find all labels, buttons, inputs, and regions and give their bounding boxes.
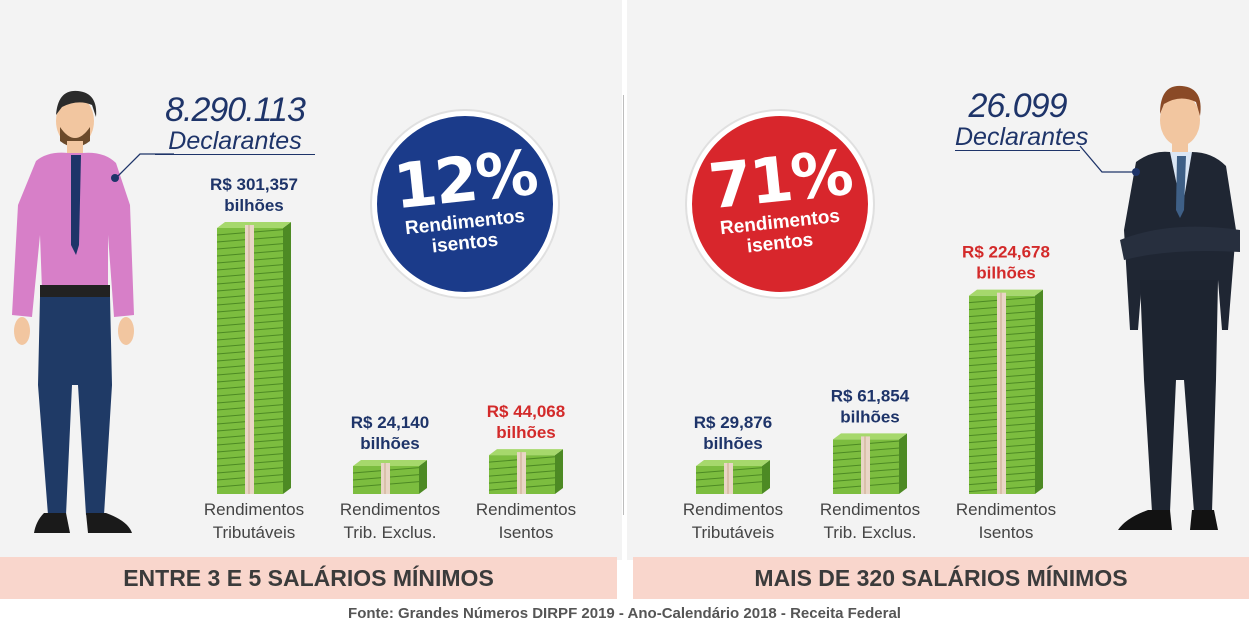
right-value-label-1-2: bilhões <box>703 434 763 453</box>
left-money-stack-2 <box>352 460 428 494</box>
man-pink-shirt-icon <box>12 90 134 533</box>
right-money-stack-1 <box>695 460 771 494</box>
man-dark-suit-icon <box>1118 85 1240 530</box>
right-declarants: 26.099 Declarantes <box>955 87 1089 151</box>
left-category-label-1-1: Rendimentos <box>204 500 304 519</box>
right-value-label-2-2: bilhões <box>840 407 900 426</box>
left-category-label-1-2: Tributáveis <box>213 523 296 542</box>
right-category-label-3-1: Rendimentos <box>956 500 1056 519</box>
left-income-range-band: ENTRE 3 E 5 SALÁRIOS MÍNIMOS <box>0 557 617 599</box>
income-money-stack-chart: R$ 301,357 bilhões Rendimentos Tributáveis R… <box>204 175 1056 542</box>
left-value-label-1-1: R$ 301,357 <box>210 175 298 194</box>
right-category-label-2-1: Rendimentos <box>820 500 920 519</box>
right-money-stack-2 <box>832 433 908 494</box>
right-category-label-1-1: Rendimentos <box>683 500 783 519</box>
left-declarants-number: 8.290.113 <box>165 91 306 129</box>
source-note: Fonte: Grandes Números DIRPF 2019 - Ano-… <box>348 605 901 622</box>
left-exempt-percent-badge: 12% Rendimentos isentos <box>372 111 558 297</box>
left-value-label-3-2: bilhões <box>496 423 556 442</box>
panel-divider <box>623 95 624 515</box>
right-pointer-line <box>1079 145 1140 176</box>
left-money-stack-3 <box>488 449 564 494</box>
right-money-stack-3 <box>968 289 1044 494</box>
left-category-label-2-2: Trib. Exclus. <box>344 523 437 542</box>
left-declarants: 8.290.113 Declarantes <box>155 92 315 155</box>
right-declarants-number: 26.099 <box>968 87 1068 125</box>
left-category-label-3-2: Isentos <box>499 523 554 542</box>
left-money-stack-1 <box>216 222 292 494</box>
left-value-label-3-1: R$ 44,068 <box>487 402 565 421</box>
right-value-label-2-1: R$ 61,854 <box>831 386 910 405</box>
right-category-label-1-2: Tributáveis <box>692 523 775 542</box>
right-value-label-3-1: R$ 224,678 <box>962 243 1050 262</box>
left-pointer-line <box>111 153 174 182</box>
left-value-label-2-2: bilhões <box>360 434 420 453</box>
right-declarants-label: Declarantes <box>955 123 1089 151</box>
right-exempt-percent-badge: 71% Rendimentos isentos <box>687 111 873 297</box>
left-value-label-1-2: bilhões <box>224 196 284 215</box>
left-category-label-2-1: Rendimentos <box>340 500 440 519</box>
right-value-label-1-1: R$ 29,876 <box>694 413 772 432</box>
right-category-label-3-2: Isentos <box>979 523 1034 542</box>
left-declarants-label: Declarantes <box>155 128 315 155</box>
right-value-label-3-2: bilhões <box>976 264 1036 283</box>
left-value-label-2-1: R$ 24,140 <box>351 413 429 432</box>
right-category-label-2-2: Trib. Exclus. <box>824 523 917 542</box>
left-category-label-3-1: Rendimentos <box>476 500 576 519</box>
right-income-range-band: MAIS DE 320 SALÁRIOS MÍNIMOS <box>633 557 1249 599</box>
